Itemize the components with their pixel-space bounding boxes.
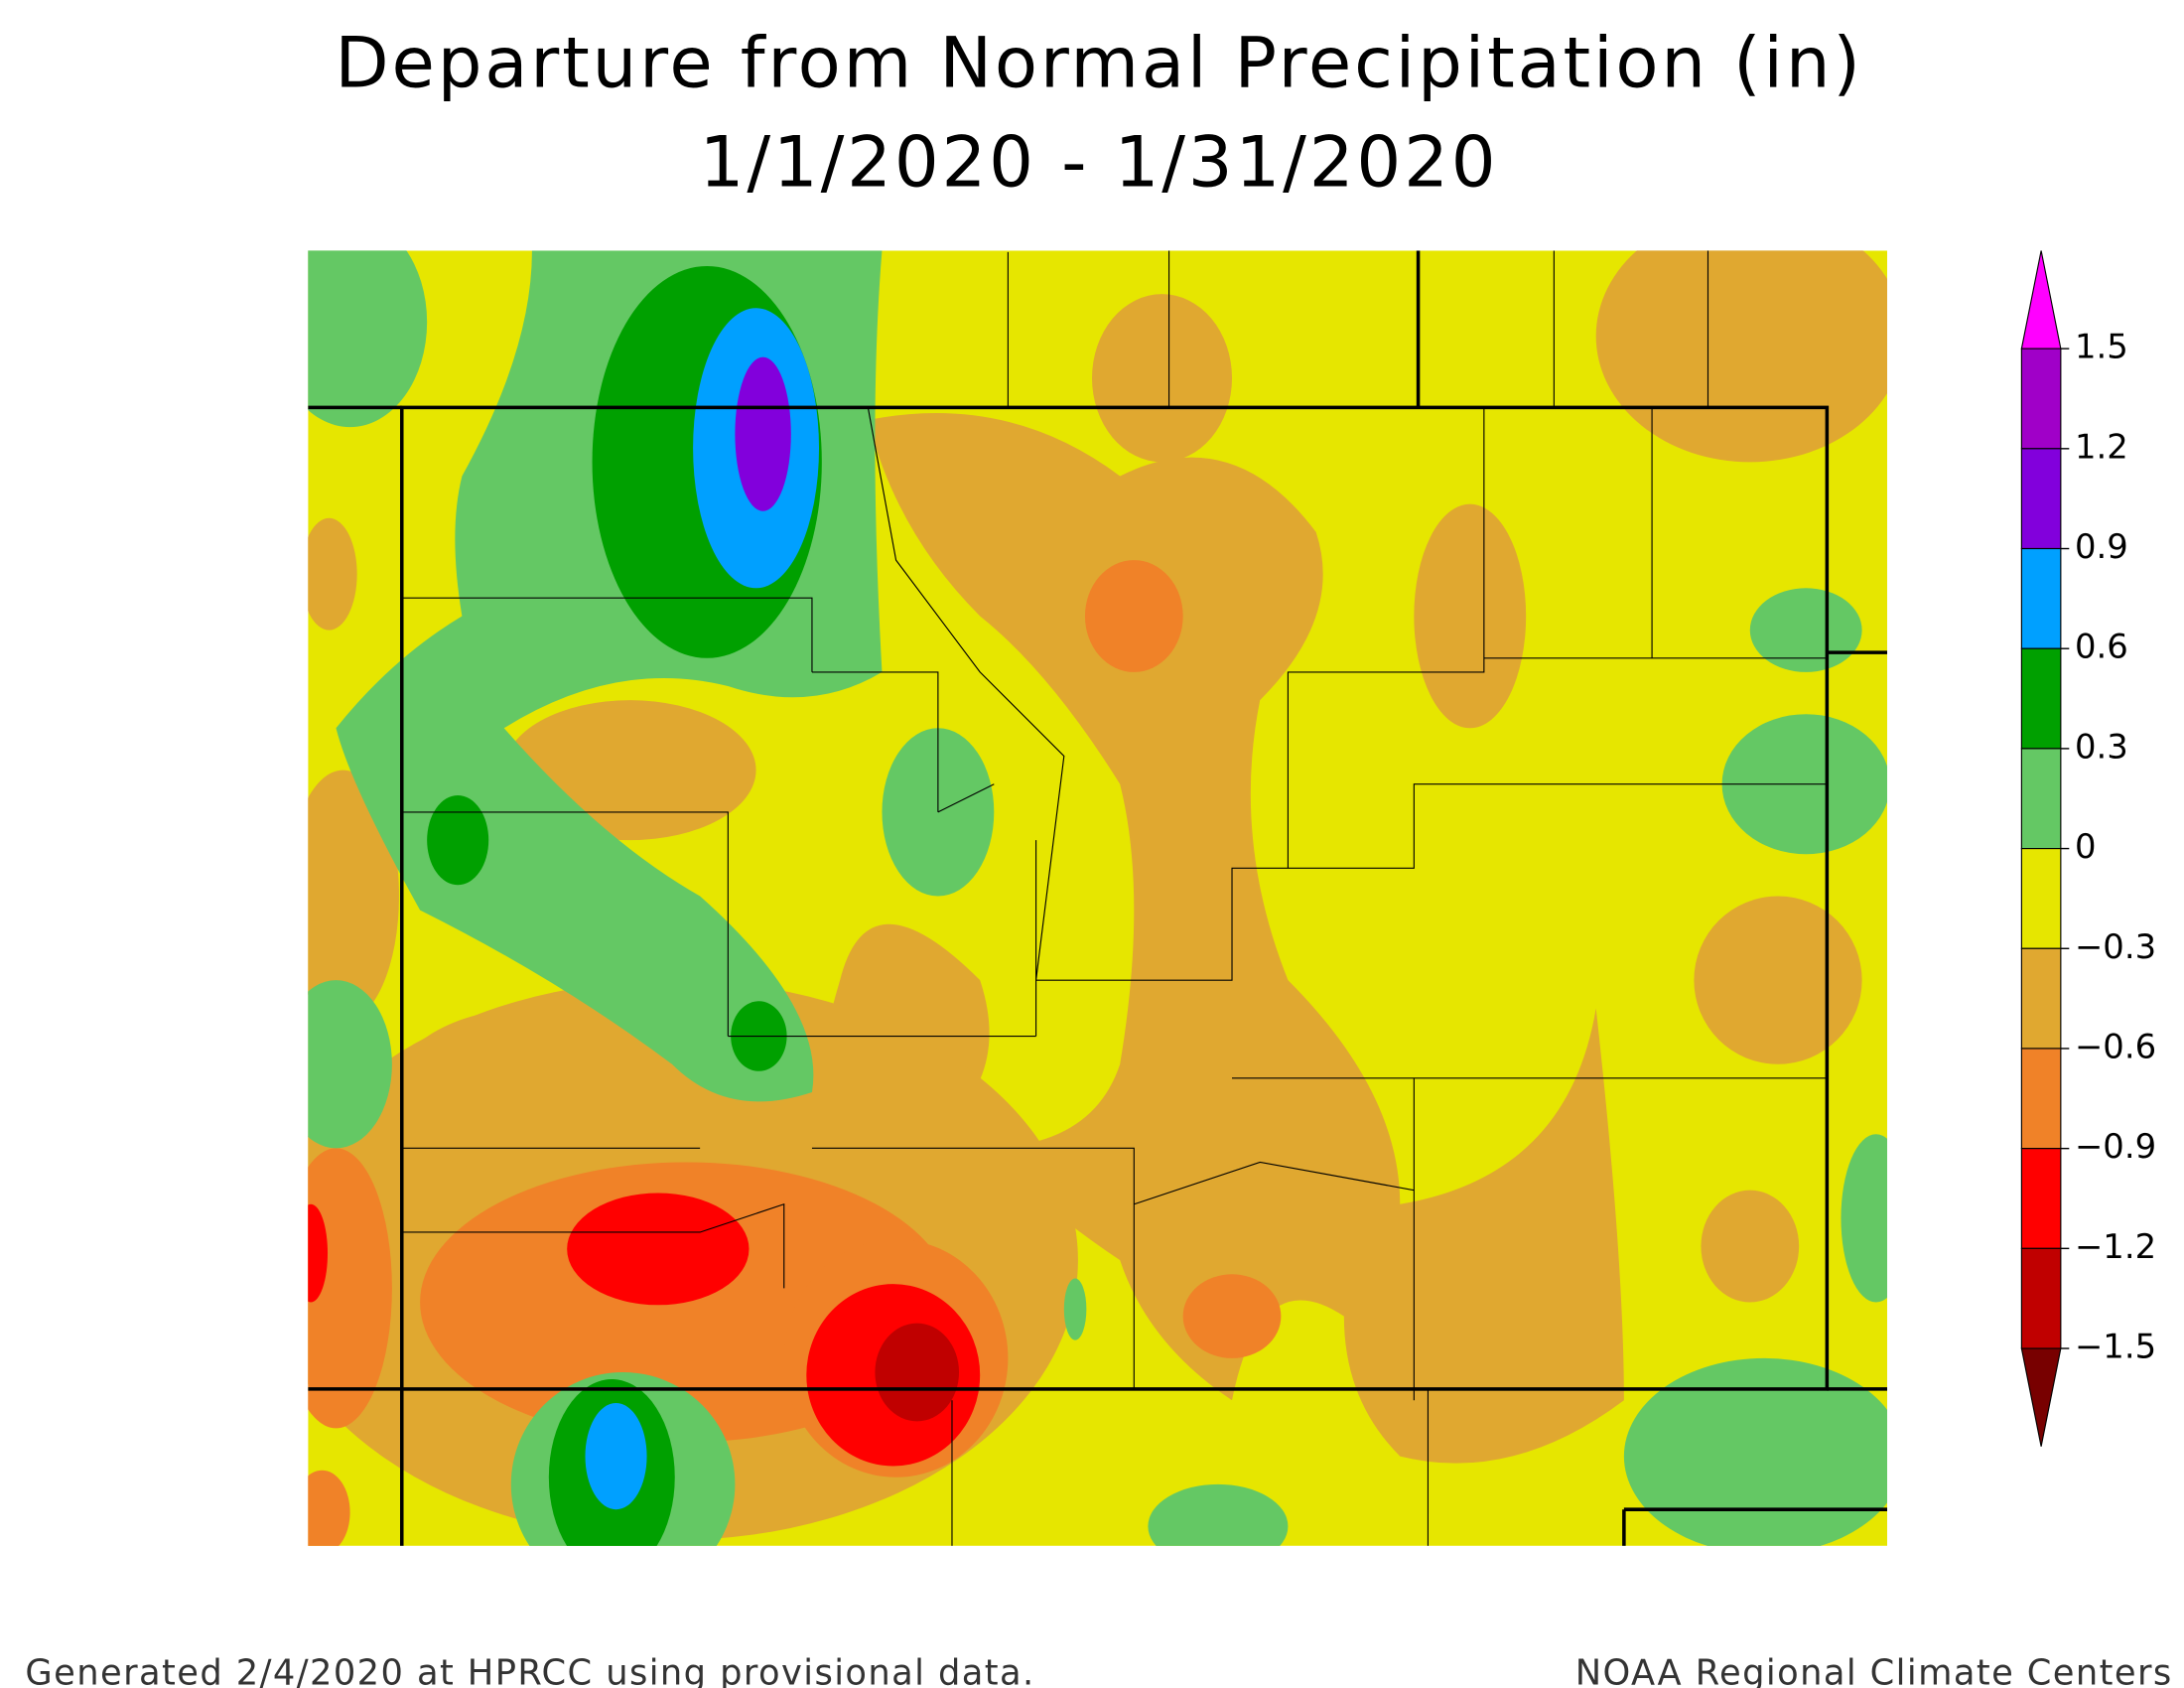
title: Departure from Normal Precipitation (in) — [335, 22, 1862, 103]
colorbar-bin — [2020, 1247, 2062, 1349]
colorbar-bin — [2020, 1148, 2062, 1249]
colorbar-label: −0.3 — [2075, 927, 2156, 966]
colorbar-bin — [2020, 848, 2062, 949]
colorbar-bin — [2020, 348, 2062, 450]
footer-left: Generated 2/4/2020 at HPRCC using provis… — [25, 1652, 1034, 1688]
colorbar-label: −0.9 — [2075, 1127, 2156, 1166]
colorbar-label: 1.5 — [2075, 328, 2128, 366]
colorbar-label: 1.2 — [2075, 427, 2128, 466]
colorbar-label: −1.5 — [2075, 1328, 2156, 1366]
colorbar-bin — [2020, 748, 2062, 850]
colorbar-label: 0 — [2075, 827, 2097, 866]
footer-right: NOAA Regional Climate Centers — [1575, 1652, 2173, 1688]
colorbar-top — [2020, 250, 2062, 350]
colorbar-bin — [2020, 547, 2062, 649]
colorbar-bin — [2020, 647, 2062, 750]
subtitle: 1/1/2020 - 1/31/2020 — [700, 122, 1499, 204]
colorbar-label: −1.2 — [2075, 1227, 2156, 1266]
colorbar-bottom — [2020, 1347, 2062, 1447]
colorbar-bin — [2020, 1048, 2062, 1150]
map — [308, 250, 1887, 1546]
colorbar-label: 0.6 — [2075, 628, 2128, 666]
colorbar-label: 0.9 — [2075, 527, 2128, 566]
colorbar: 1.5 1.2 0.9 0.6 0.3 0 −0.3 −0.6 −0.9 −1.2 −1.5 — [2020, 250, 2156, 1447]
colorbar-bin — [2020, 448, 2062, 550]
colorbar-label: −0.6 — [2075, 1027, 2156, 1065]
colorbar-label: 0.3 — [2075, 727, 2128, 766]
colorbar-bin — [2020, 947, 2062, 1050]
